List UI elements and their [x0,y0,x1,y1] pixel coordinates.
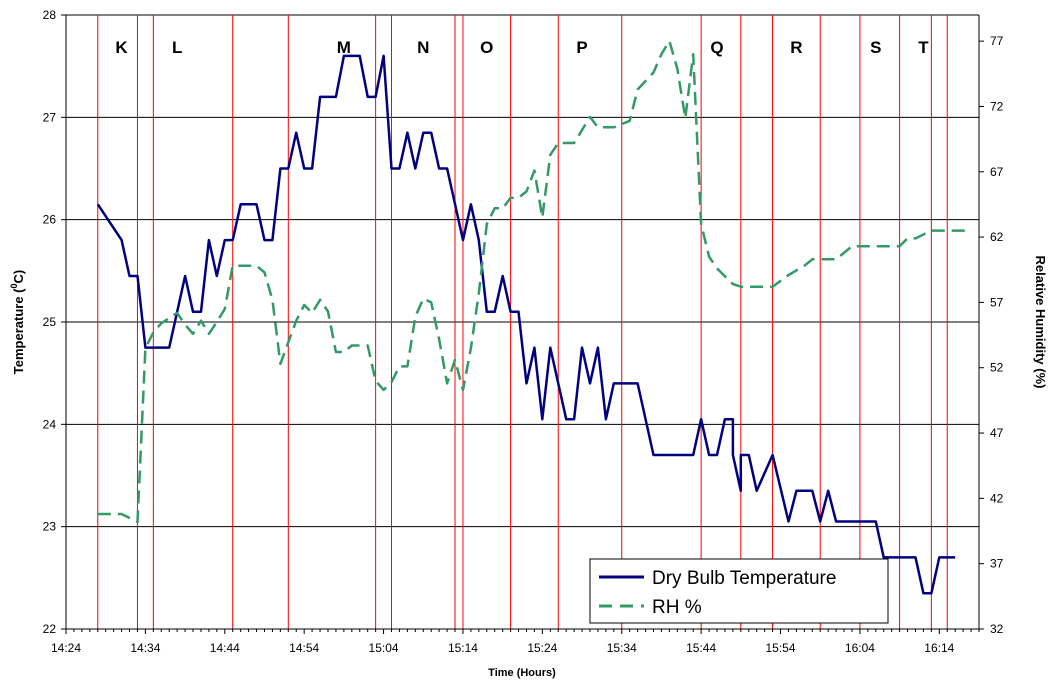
region-label-m: M [337,38,351,57]
legend: Dry Bulb Temperature RH % [589,558,889,624]
rh-series-line [97,39,972,524]
y-tick-28: 28 [43,8,57,22]
region-label-p: P [576,38,587,57]
x-tick-1514: 15:14 [448,641,478,655]
region-label-n: N [417,38,429,57]
y2-tick-62: 62 [990,230,1004,244]
temperature-series-line [96,54,956,595]
y-tick-24: 24 [43,417,57,431]
legend-label-temperature: Dry Bulb Temperature [652,568,836,589]
region-label-k: K [115,38,128,57]
y-axis-title-sup: 0 [9,283,19,288]
x-tick-1444: 14:44 [210,641,240,655]
x-tick-1504: 15:04 [369,641,399,655]
y2-tick-52: 52 [990,361,1004,375]
y2-tick-37: 37 [990,557,1004,571]
y2-tick-32: 32 [990,622,1004,636]
region-boundaries [97,15,948,629]
region-label-t: T [918,38,929,57]
region-labels: K L M N O P Q R S T [115,38,929,57]
x-tick-1604: 16:04 [845,641,875,655]
y-tick-26: 26 [43,213,57,227]
y2-tick-57: 57 [990,295,1004,309]
y2-tick-72: 72 [990,99,1004,113]
y-tick-22: 22 [43,622,57,636]
y2-tick-77: 77 [990,34,1004,48]
y-tick-27: 27 [43,110,57,124]
y-axis-title-post: C) [11,270,26,284]
x-tick-1524: 15:24 [527,641,557,655]
y2-tick-47: 47 [990,426,1004,440]
legend-label-rh: RH % [652,597,702,618]
tick-labels: 14:24 14:34 14:44 14:54 15:04 15:14 15:24 15:34… [43,8,1004,655]
x-axis-title: Time (Hours) [488,667,556,679]
y-tick-25: 25 [43,315,57,329]
x-tick-1544: 15:44 [686,641,716,655]
gridlines [66,14,979,630]
y2-axis-title: Relative Humidity (%) [1033,256,1048,389]
y2-tick-67: 67 [990,165,1004,179]
legend-box [589,558,889,624]
y2-tick-42: 42 [990,491,1004,505]
x-tick-1554: 15:54 [766,641,796,655]
x-tick-1614: 16:14 [924,641,954,655]
x-tick-1424: 14:24 [51,641,81,655]
y-axis-title-pre: Temperature ( [11,288,26,374]
region-label-o: O [480,38,493,57]
y-axis-title: Temperature (0C) [9,270,26,374]
region-label-l: L [172,38,182,57]
x-tick-1454: 14:54 [289,641,319,655]
y-tick-23: 23 [43,520,57,534]
region-label-q: Q [710,38,723,57]
x-tick-1534: 15:34 [607,641,637,655]
series-lines [96,39,972,595]
region-label-s: S [870,38,881,57]
x-tick-1434: 14:34 [130,641,160,655]
region-label-r: R [790,38,802,57]
